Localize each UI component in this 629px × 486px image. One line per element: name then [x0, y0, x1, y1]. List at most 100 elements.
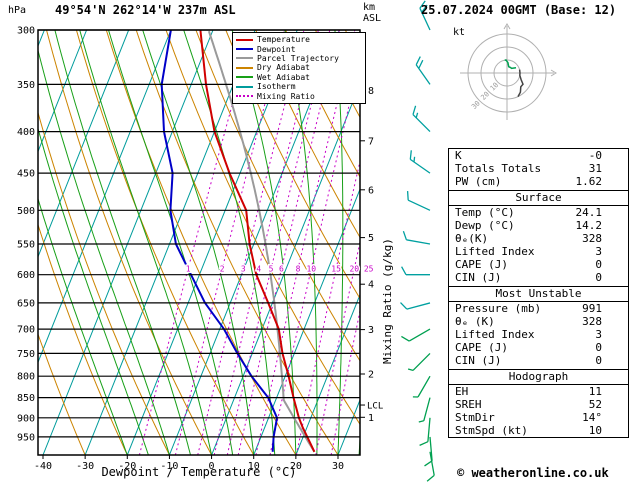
stat-row: CAPE (J) 0 — [449, 258, 628, 271]
stat-label: θₑ(K) — [455, 232, 489, 245]
svg-text:6: 6 — [279, 265, 284, 274]
hodograph-trace-upper — [517, 69, 524, 97]
wind-barb — [415, 56, 431, 85]
section-header: Surface — [449, 190, 628, 206]
stat-label: EH — [455, 385, 469, 398]
stat-row: StmSpd (kt) 10 — [449, 424, 628, 437]
svg-text:700: 700 — [17, 325, 35, 336]
wind-barb — [418, 397, 431, 423]
stat-label: CAPE (J) — [455, 341, 508, 354]
dewpoint-line-swatch — [236, 48, 253, 51]
stat-label: Lifted Index — [455, 328, 535, 341]
legend-item: Wet Adiabat — [236, 73, 362, 82]
stat-value: 991 — [582, 302, 602, 315]
hodograph-unit-label: kt — [453, 27, 466, 38]
stat-row: CAPE (J) 0 — [449, 341, 628, 354]
stat-row: θₑ(K) 328 — [449, 232, 628, 245]
km-label: km — [363, 2, 376, 13]
wind-barb — [412, 375, 431, 398]
wind-barb — [426, 451, 435, 482]
wind-barb — [406, 191, 431, 211]
legend-label: Isotherm — [257, 82, 296, 92]
mixing-ratio-labels: 1 2 3 4 5 6 8 10 15 20 25 — [184, 263, 375, 275]
wind-barbs — [400, 0, 435, 482]
stat-row: Totals Totals 31 — [449, 162, 628, 175]
legend-label: Wet Adiabat — [257, 72, 310, 82]
hodograph-east-arrow-icon — [550, 69, 557, 77]
legend-label: Mixing Ratio — [257, 91, 315, 101]
stat-label: θₑ (K) — [455, 315, 495, 328]
stat-label: StmDir — [455, 411, 495, 424]
stat-row: SREH 52 — [449, 398, 628, 411]
hodograph-ring-label: 10 — [489, 81, 501, 93]
svg-text:950: 950 — [17, 432, 35, 443]
svg-text:300: 300 — [17, 26, 35, 37]
legend-label: Dewpoint — [257, 44, 296, 54]
dry-adiabat-swatch — [236, 66, 253, 69]
stat-row: Lifted Index 3 — [449, 328, 628, 341]
stat-row: EH 11 — [449, 385, 628, 398]
stat-value: 14.2 — [575, 219, 603, 232]
stat-value: 10 — [588, 424, 602, 437]
svg-text:10: 10 — [306, 265, 316, 274]
stat-label: Dewp (°C) — [455, 219, 515, 232]
stat-row: Dewp (°C) 14.2 — [449, 219, 628, 232]
stat-label: PW (cm) — [455, 175, 502, 188]
temperature-line-swatch — [236, 38, 253, 41]
svg-text:1: 1 — [368, 413, 374, 424]
stat-value: 52 — [588, 398, 602, 411]
copyright: © weatheronline.co.uk — [457, 466, 609, 480]
hodograph-north-arrow-icon — [503, 23, 511, 30]
stat-row: Lifted Index 3 — [449, 245, 628, 258]
svg-text:5: 5 — [269, 265, 274, 274]
legend: Temperature Dewpoint Parcel Trajectory Dry … — [232, 32, 366, 104]
parcel-trajectory-swatch — [236, 57, 253, 60]
stat-value: 24.1 — [575, 206, 603, 219]
svg-text:7: 7 — [368, 136, 374, 147]
svg-text:25: 25 — [364, 265, 374, 274]
mixing-ratio-swatch — [236, 95, 253, 98]
stat-row: Temp (°C) 24.1 — [449, 206, 628, 219]
svg-text:4: 4 — [368, 280, 374, 291]
stat-value: 14° — [582, 411, 602, 424]
stat-value: 11 — [588, 385, 602, 398]
svg-text:30: 30 — [332, 461, 344, 472]
stat-label: Temp (°C) — [455, 206, 515, 219]
svg-text:15: 15 — [331, 265, 341, 274]
section-header: Most Unstable — [449, 286, 628, 302]
stat-value: 3 — [595, 245, 602, 258]
svg-text:-40: -40 — [34, 461, 52, 472]
km-asl-axis-label: km ASL — [363, 2, 381, 24]
svg-text:1: 1 — [186, 265, 191, 274]
dewpoint-curve — [160, 30, 279, 452]
wind-barb — [409, 150, 431, 174]
svg-text:2: 2 — [220, 265, 225, 274]
x-axis-label: Dewpoint / Temperature (°C) — [101, 465, 297, 479]
svg-text:500: 500 — [17, 206, 35, 217]
stat-value: 0 — [595, 354, 602, 367]
km-ticks: 1 2 3 4 5 6 7 8 — [360, 86, 374, 424]
svg-text:6: 6 — [368, 185, 374, 196]
legend-item: Parcel Trajectory — [236, 54, 362, 63]
stat-label: StmSpd (kt) — [455, 424, 528, 437]
asl-label: ASL — [363, 13, 382, 24]
temperature-curve — [199, 30, 316, 453]
stat-row: StmDir 14° — [449, 411, 628, 424]
station-title: 49°54'N 262°14'W 237m ASL — [55, 3, 236, 17]
hodograph-trace-low — [504, 59, 517, 70]
legend-label: Temperature — [257, 35, 310, 45]
wet-adiabat-swatch — [236, 76, 253, 79]
stat-value: -0 — [588, 149, 602, 162]
wind-barb — [419, 0, 431, 31]
stat-value: 0 — [595, 258, 602, 271]
stats-table: K -0 Totals Totals 31 PW (cm) 1.62 Surface Temp… — [448, 148, 629, 438]
stat-label: Pressure (mb) — [455, 302, 542, 315]
svg-text:-20: -20 — [118, 461, 136, 472]
legend-item: Dry Adiabat — [236, 63, 362, 72]
plot-border — [37, 29, 361, 456]
pressure-tick-labels: 300 350 400 450 500 550 600 650 700 750 800 850 900 9… — [17, 26, 35, 444]
wind-barb — [419, 417, 431, 446]
stat-label: Lifted Index — [455, 245, 535, 258]
pressure-unit-label: hPa — [8, 5, 27, 16]
